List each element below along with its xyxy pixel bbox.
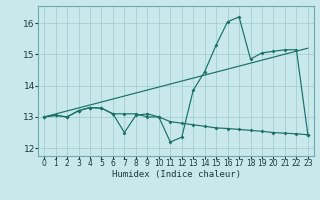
X-axis label: Humidex (Indice chaleur): Humidex (Indice chaleur) xyxy=(111,170,241,179)
